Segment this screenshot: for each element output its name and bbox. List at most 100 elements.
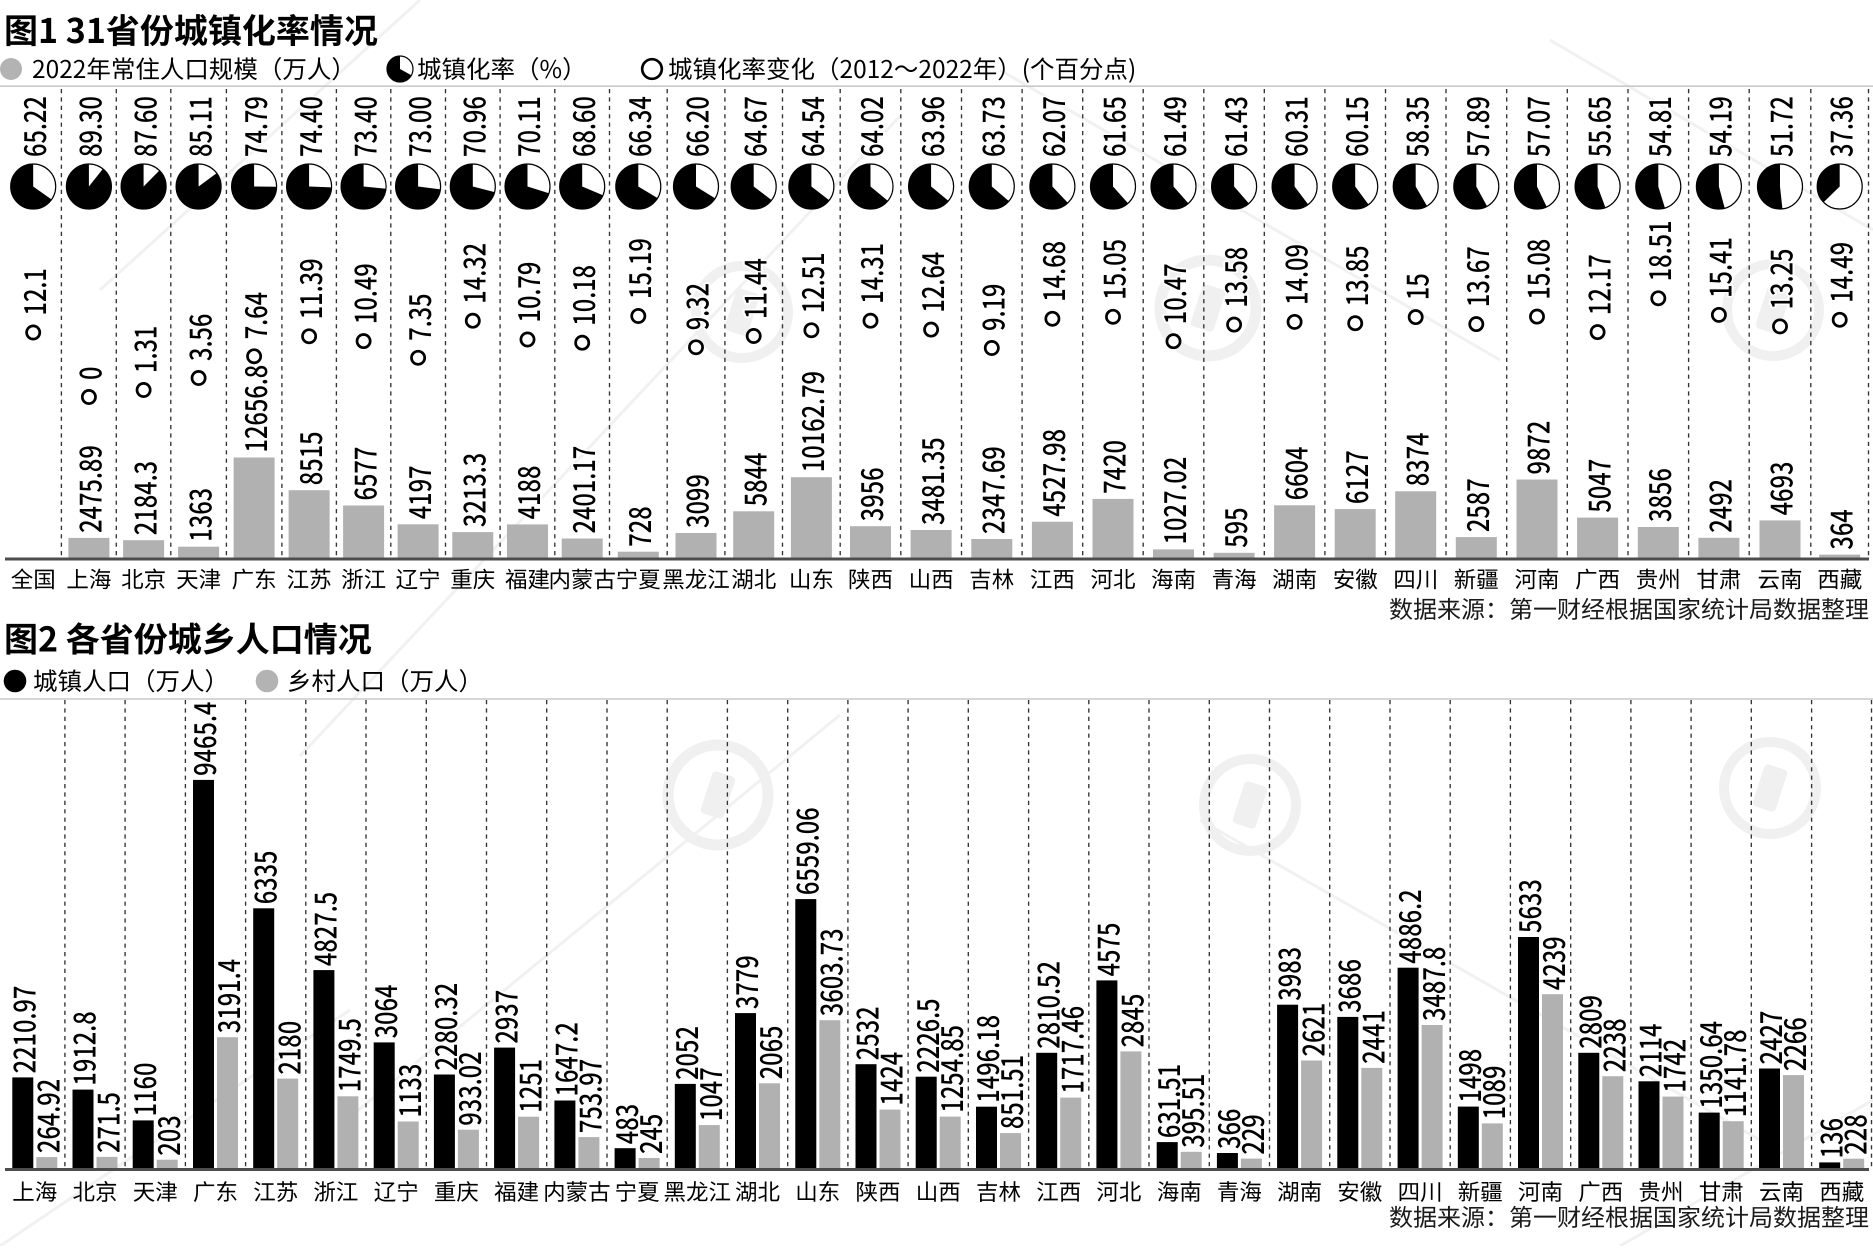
svg-text:10162.79: 10162.79 [790,371,833,472]
svg-text:上海: 上海 [12,1175,57,1207]
svg-text:湖南: 湖南 [1277,1175,1322,1207]
svg-text:天津: 天津 [176,563,221,595]
svg-text:1089: 1089 [1471,1066,1514,1120]
svg-text:2441: 2441 [1350,1010,1393,1064]
svg-text:7.35: 7.35 [397,293,440,340]
svg-text:贵州: 贵州 [1636,563,1681,595]
svg-text:62.07: 62.07 [1031,96,1074,157]
svg-text:海南: 海南 [1151,563,1196,595]
svg-text:青海: 青海 [1217,1175,1262,1207]
svg-text:1350.64: 1350.64 [1688,1021,1731,1109]
svg-text:陕西: 陕西 [855,1175,900,1207]
svg-text:浙江: 浙江 [313,1175,358,1207]
svg-text:浙江: 浙江 [341,563,386,595]
svg-text:3064: 3064 [363,985,406,1039]
svg-text:51.72: 51.72 [1758,96,1801,157]
svg-text:河南: 河南 [1518,1175,1563,1207]
svg-text:2180: 2180 [266,1021,309,1075]
svg-text:10.47: 10.47 [1152,263,1195,324]
svg-text:4239: 4239 [1531,936,1574,990]
svg-text:城镇人口（万人）: 城镇人口（万人） [33,663,229,698]
svg-text:2210.97: 2210.97 [1,986,44,1074]
svg-text:4527.98: 4527.98 [1031,429,1074,517]
svg-text:15.05: 15.05 [1091,239,1134,300]
svg-text:3481.35: 3481.35 [910,437,953,525]
svg-text:85.11: 85.11 [177,96,220,157]
svg-text:15: 15 [1394,273,1437,300]
svg-text:3779: 3779 [724,955,767,1009]
svg-text:江苏: 江苏 [287,563,332,595]
svg-text:63.96: 63.96 [910,96,953,157]
svg-text:2280.32: 2280.32 [423,983,466,1071]
svg-text:2587: 2587 [1455,478,1498,532]
svg-text:2022年常住人口规模（万人）: 2022年常住人口规模（万人） [32,51,356,86]
svg-text:数据来源：第一财经根据国家统计局数据整理: 数据来源：第一财经根据国家统计局数据整理 [1389,590,1869,625]
svg-text:山东: 山东 [795,1175,840,1207]
svg-text:13.67: 13.67 [1455,246,1498,307]
svg-text:74.79: 74.79 [233,96,276,157]
svg-text:城镇化率（%）: 城镇化率（%） [417,51,587,86]
svg-text:229: 229 [1230,1114,1273,1154]
svg-text:7.64: 7.64 [233,292,276,339]
svg-text:河北: 河北 [1090,563,1135,595]
svg-text:2810.52: 2810.52 [1025,961,1068,1049]
svg-text:湖北: 湖北 [735,1175,780,1207]
svg-text:61.65: 61.65 [1091,96,1134,157]
svg-text:辽宁: 辽宁 [396,563,441,595]
svg-text:5633: 5633 [1507,879,1550,933]
svg-text:9465.4: 9465.4 [182,702,225,776]
svg-text:203: 203 [146,1115,189,1155]
svg-text:65.22: 65.22 [12,96,55,157]
svg-text:重庆: 重庆 [434,1175,479,1207]
svg-text:1496.18: 1496.18 [965,1015,1008,1103]
svg-text:10.18: 10.18 [561,265,604,326]
svg-text:1498: 1498 [1447,1049,1490,1103]
svg-text:64.67: 64.67 [732,96,775,157]
svg-text:61.43: 61.43 [1213,96,1256,157]
svg-text:2065: 2065 [748,1026,791,1080]
svg-text:851.51: 851.51 [989,1055,1032,1129]
svg-text:1424: 1424 [868,1052,911,1106]
svg-text:64.54: 64.54 [790,96,833,157]
svg-text:61.49: 61.49 [1152,96,1195,157]
svg-text:13.58: 13.58 [1213,247,1256,308]
svg-text:甘肃: 甘肃 [1699,1175,1744,1207]
svg-text:87.60: 87.60 [122,96,165,157]
svg-text:山西: 山西 [916,1175,961,1207]
svg-text:2114: 2114 [1627,1024,1670,1078]
svg-text:2845: 2845 [1109,994,1152,1048]
svg-text:14.32: 14.32 [451,243,494,304]
svg-text:2184.3: 2184.3 [122,461,165,535]
svg-text:2492: 2492 [1697,479,1740,533]
svg-text:重庆: 重庆 [450,563,495,595]
svg-text:北京: 北京 [121,563,166,595]
svg-text:4188: 4188 [506,466,549,520]
svg-text:66.20: 66.20 [674,96,717,157]
svg-text:4575: 4575 [1085,923,1128,977]
svg-text:73.00: 73.00 [397,96,440,157]
svg-text:1047: 1047 [688,1067,731,1121]
svg-text:63.73: 63.73 [970,96,1013,157]
svg-text:内蒙古: 内蒙古 [543,1175,611,1207]
svg-text:海南: 海南 [1157,1175,1202,1207]
svg-text:3686: 3686 [1326,959,1369,1013]
svg-text:14.68: 14.68 [1031,241,1074,302]
svg-text:68.60: 68.60 [561,96,604,157]
svg-text:753.97: 753.97 [567,1059,610,1133]
svg-text:贵州: 贵州 [1638,1175,1683,1207]
svg-text:57.89: 57.89 [1455,96,1498,157]
svg-text:吉林: 吉林 [969,563,1014,595]
svg-text:内蒙古: 内蒙古 [548,563,616,595]
svg-text:9872: 9872 [1515,421,1558,475]
svg-text:0: 0 [67,367,110,380]
svg-text:江西: 江西 [1030,563,1075,595]
svg-text:136: 136 [1808,1118,1851,1158]
svg-text:1133: 1133 [387,1064,430,1118]
svg-text:1717.46: 1717.46 [1049,1006,1092,1094]
svg-text:228: 228 [1832,1114,1873,1154]
svg-text:271.5: 271.5 [85,1092,128,1153]
svg-text:1251: 1251 [507,1059,550,1113]
svg-text:河北: 河北 [1096,1175,1141,1207]
svg-text:5047: 5047 [1576,459,1619,513]
svg-text:安徽: 安徽 [1337,1175,1382,1207]
